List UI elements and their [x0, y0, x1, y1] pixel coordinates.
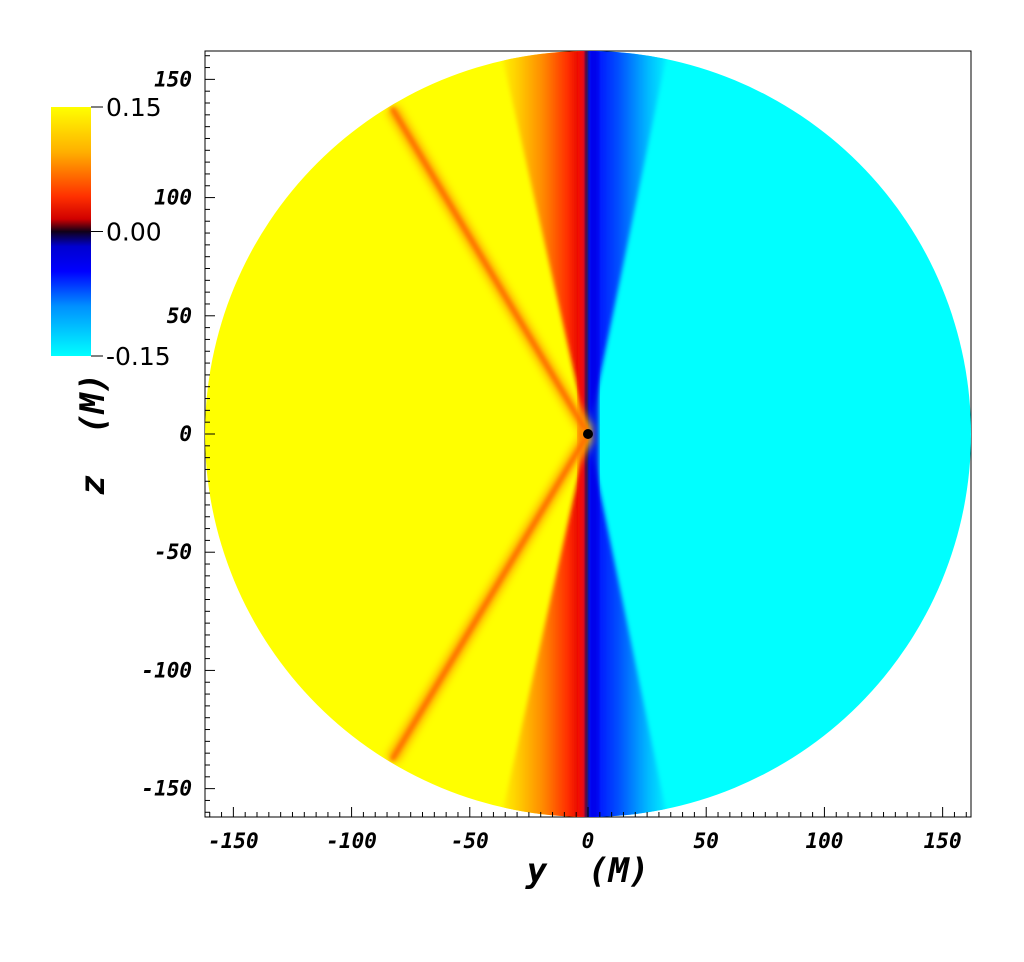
colorbar-gradient — [51, 107, 91, 356]
colorbar-tick-label: -0.15 — [106, 342, 171, 371]
shock-lines — [385, 104, 594, 764]
x-tick-label: -50 — [451, 829, 489, 853]
y-axis-title: z (M) — [73, 373, 113, 496]
heatmap-disk — [205, 51, 971, 817]
shock-line — [389, 432, 591, 762]
y-tick-label: 0 — [179, 422, 192, 446]
x-tick-label: 100 — [805, 829, 843, 853]
x-tick-label: -100 — [326, 829, 377, 853]
y-tick-label: 150 — [154, 67, 192, 91]
y-tick-label: -100 — [141, 658, 192, 682]
x-tick-label: -150 — [208, 829, 259, 853]
y-axis: -150 -100 -50 0 50 100 150 — [141, 55, 215, 813]
axis-band — [496, 51, 672, 817]
colorbar-ticks: 0.15 0.00 -0.15 — [91, 93, 171, 371]
x-tick-label: 0 — [582, 829, 595, 853]
x-axis: -150 -100 -50 0 50 100 150 — [208, 807, 967, 853]
x-tick-label: 50 — [694, 829, 719, 853]
y-tick-label: -150 — [141, 777, 192, 801]
x-tick-label: 150 — [924, 829, 962, 853]
colorbar-tick-label: 0.00 — [106, 218, 162, 247]
center-marker — [583, 429, 593, 439]
shock-line — [389, 106, 591, 436]
colorbar-tick-label: 0.15 — [106, 93, 162, 122]
colorbar: 0.15 0.00 -0.15 — [51, 93, 171, 371]
y-tick-label: 50 — [167, 304, 192, 328]
y-tick-label: 100 — [154, 186, 192, 210]
x-axis-title: y (M) — [525, 851, 650, 891]
y-tick-label: -50 — [154, 540, 192, 564]
